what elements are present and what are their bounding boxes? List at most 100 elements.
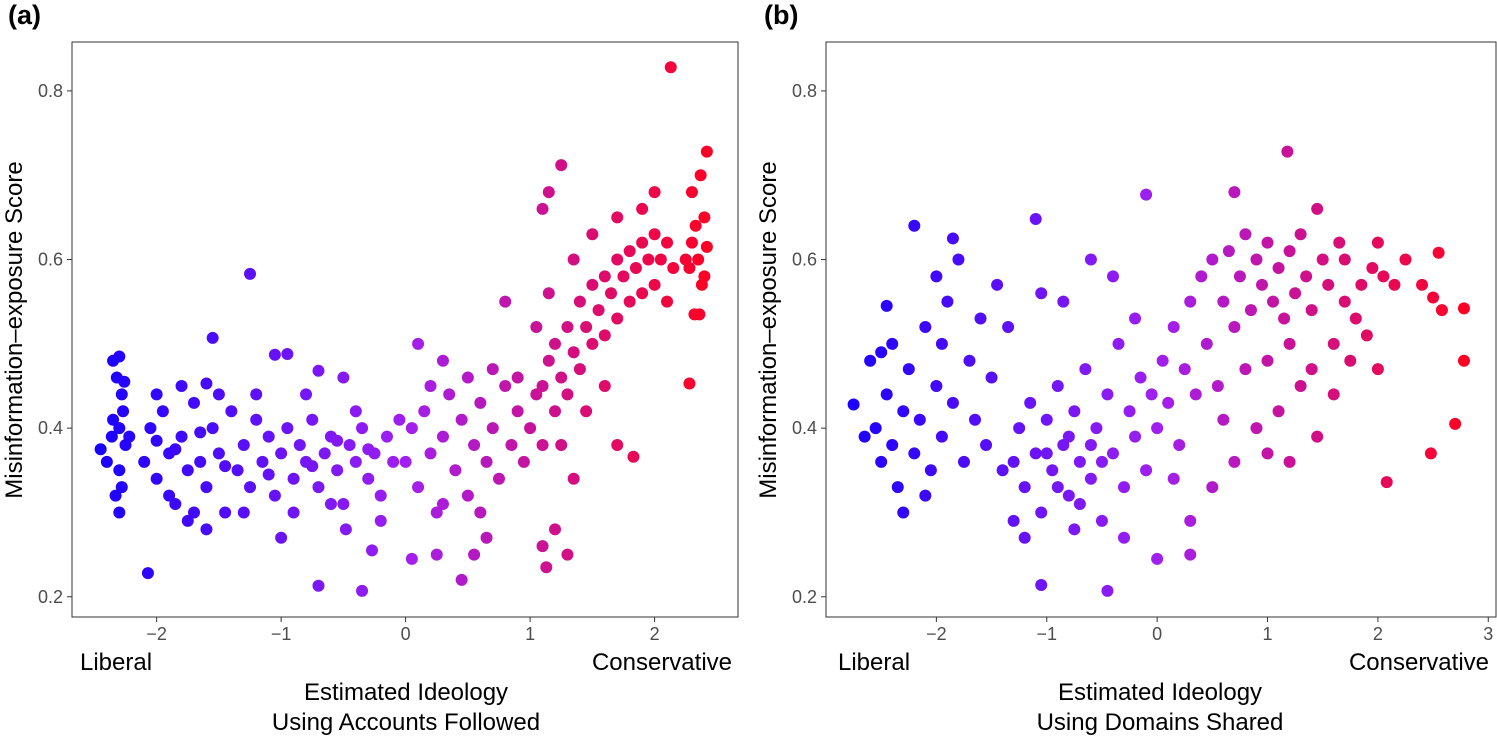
data-point <box>1140 188 1153 201</box>
data-point <box>1416 278 1429 291</box>
data-point <box>1424 447 1437 460</box>
data-point <box>181 514 194 527</box>
data-point <box>281 422 294 435</box>
data-point <box>94 443 107 456</box>
data-point <box>474 396 487 409</box>
data-point <box>1156 354 1169 367</box>
data-point <box>1360 329 1373 342</box>
x-tick-label: −2 <box>926 624 947 644</box>
y-tick-label: 0.6 <box>792 250 817 270</box>
data-point <box>1366 261 1379 274</box>
data-point <box>1101 388 1114 401</box>
data-point <box>542 354 555 367</box>
data-point <box>1073 455 1086 468</box>
data-point <box>1184 548 1197 561</box>
data-point <box>692 253 705 266</box>
data-point <box>935 337 948 350</box>
data-point <box>1167 320 1180 333</box>
data-point <box>109 489 122 502</box>
data-point <box>412 337 425 350</box>
data-point <box>424 379 437 392</box>
data-point <box>200 377 213 390</box>
data-point <box>694 169 707 182</box>
data-point <box>969 413 982 426</box>
liberal-annotation: Liberal <box>838 649 910 676</box>
data-point <box>449 464 462 477</box>
data-point <box>356 584 369 597</box>
data-point <box>1281 145 1294 158</box>
data-point <box>530 388 543 401</box>
data-point <box>642 253 655 266</box>
data-point <box>1029 213 1042 226</box>
data-point <box>935 430 948 443</box>
data-point <box>1084 253 1097 266</box>
data-point <box>875 455 888 468</box>
data-point <box>194 426 207 439</box>
points <box>94 61 713 597</box>
data-point <box>1294 379 1307 392</box>
data-point <box>1432 246 1445 259</box>
data-point <box>549 405 562 418</box>
data-point <box>1134 371 1147 384</box>
y-axis-title: Misinformation–exposure Score <box>1 161 28 499</box>
data-point <box>374 489 387 502</box>
data-point <box>1344 354 1357 367</box>
data-point <box>163 489 176 502</box>
data-point <box>349 455 362 468</box>
data-point <box>113 350 126 363</box>
data-point <box>1024 396 1037 409</box>
data-point <box>144 422 157 435</box>
data-point <box>902 363 915 376</box>
data-point <box>683 261 696 274</box>
x-tick-label: −1 <box>271 624 292 644</box>
x-axis-title-line2: Using Accounts Followed <box>272 709 540 736</box>
data-point <box>924 464 937 477</box>
data-point <box>524 422 537 435</box>
x-axis-title-line1: Estimated Ideology <box>1058 679 1262 706</box>
data-point <box>1435 304 1448 317</box>
data-point <box>113 506 126 519</box>
data-point <box>1079 363 1092 376</box>
data-point <box>312 364 325 377</box>
data-point <box>1200 337 1213 350</box>
data-point <box>693 308 706 321</box>
data-point <box>237 506 250 519</box>
data-point <box>1013 422 1026 435</box>
data-point <box>405 552 418 565</box>
data-point <box>1333 236 1346 249</box>
data-point <box>555 159 568 172</box>
data-point <box>1062 489 1075 502</box>
data-point <box>1283 245 1296 258</box>
data-point <box>1062 430 1075 443</box>
data-point <box>244 267 257 280</box>
x-tick-label: 2 <box>1373 624 1383 644</box>
data-point <box>511 371 524 384</box>
data-point <box>1189 388 1202 401</box>
data-point <box>598 379 611 392</box>
data-point <box>605 287 618 300</box>
data-point <box>123 430 136 443</box>
data-point <box>275 447 288 460</box>
data-point <box>1018 531 1031 544</box>
data-point <box>648 186 661 199</box>
data-point <box>306 460 319 473</box>
data-point <box>611 211 624 224</box>
conservative-annotation: Conservative <box>1349 649 1489 676</box>
data-point <box>1051 379 1064 392</box>
data-point <box>667 261 680 274</box>
data-point <box>886 337 899 350</box>
data-point <box>1206 253 1219 266</box>
data-point <box>486 363 499 376</box>
data-point <box>549 337 562 350</box>
data-point <box>1129 312 1142 325</box>
x-tick-label: 1 <box>1263 624 1273 644</box>
data-point <box>598 329 611 342</box>
data-point <box>1118 481 1131 494</box>
data-point <box>913 413 926 426</box>
data-point <box>1090 422 1103 435</box>
data-point <box>312 481 325 494</box>
data-point <box>1151 552 1164 565</box>
data-point <box>474 506 487 519</box>
data-point <box>113 464 126 477</box>
data-point <box>611 312 624 325</box>
